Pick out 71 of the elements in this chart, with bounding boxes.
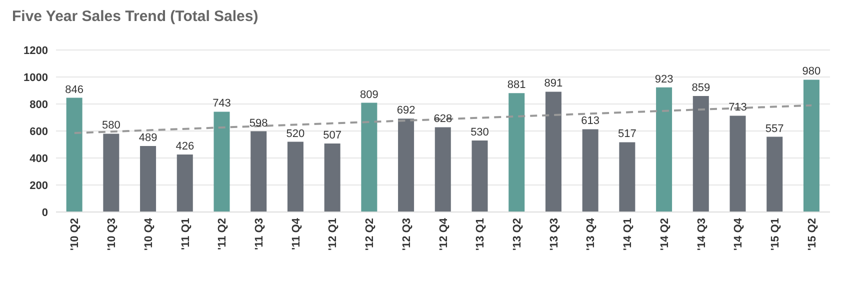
x-tick-label: '13 Q2 — [512, 218, 524, 251]
y-tick-label: 800 — [30, 98, 48, 111]
bar — [766, 136, 783, 212]
chart-title: Five Year Sales Trend (Total Sales) — [12, 8, 260, 27]
data-label: 743 — [212, 98, 231, 110]
data-label: 517 — [618, 128, 636, 140]
x-tick-label: '11 Q4 — [290, 217, 302, 250]
x-tick-label: '11 Q3 — [254, 218, 266, 250]
bar — [582, 129, 598, 212]
bar — [140, 146, 156, 212]
x-tick-label: '12 Q3 — [400, 218, 413, 251]
data-label: 859 — [692, 82, 710, 94]
data-label: 809 — [360, 88, 378, 101]
data-label: 980 — [802, 66, 821, 78]
x-tick-label: '14 Q2 — [658, 218, 671, 251]
data-label: 628 — [434, 113, 452, 126]
data-label: 613 — [581, 115, 600, 128]
x-tick-label: '10 Q4 — [142, 217, 155, 251]
bar — [398, 118, 414, 212]
bar — [434, 127, 451, 212]
data-label: 692 — [396, 104, 416, 117]
data-label: 520 — [286, 128, 305, 140]
data-label: 881 — [507, 79, 526, 92]
y-tick-label: 200 — [30, 180, 48, 192]
x-tick-label: '12 Q4 — [438, 217, 450, 251]
bar — [472, 140, 488, 212]
data-label: 713 — [728, 102, 747, 114]
x-tick-label: '12 Q2 — [364, 218, 376, 251]
bar — [508, 93, 525, 212]
x-tick-label: '11 Q1 — [180, 218, 192, 250]
data-label: 580 — [102, 120, 120, 132]
bar — [656, 87, 672, 212]
bar — [730, 116, 746, 212]
x-tick-label: '13 Q1 — [474, 218, 487, 251]
data-label: 891 — [544, 78, 563, 90]
bar — [103, 134, 120, 212]
x-tick-label: '14 Q1 — [622, 218, 634, 251]
x-tick-label: '13 Q3 — [548, 218, 560, 251]
x-tick-label: '15 Q2 — [806, 218, 818, 251]
bar — [287, 142, 304, 212]
x-tick-label: '11 Q2 — [216, 218, 229, 250]
y-tick-label: 0 — [42, 206, 48, 219]
bar — [66, 98, 82, 212]
data-label: 923 — [654, 73, 674, 86]
bar — [692, 96, 709, 212]
x-tick-label: '14 Q3 — [696, 218, 708, 251]
bar — [324, 144, 340, 212]
data-label: 530 — [470, 126, 489, 138]
data-label: 426 — [176, 140, 194, 152]
data-label: 846 — [65, 84, 84, 96]
bar — [176, 154, 193, 212]
x-tick-label: '10 Q2 — [69, 218, 82, 251]
y-tick-label: 1200 — [24, 44, 48, 57]
bar — [803, 80, 820, 212]
bar — [545, 92, 562, 212]
x-tick-label: '13 Q4 — [585, 217, 598, 251]
data-label: 557 — [765, 122, 784, 135]
data-label: 489 — [138, 132, 158, 144]
x-tick-label: '10 Q3 — [106, 218, 118, 251]
bar — [214, 112, 230, 212]
bar — [250, 131, 267, 212]
y-tick-label: 400 — [30, 152, 48, 165]
bar — [619, 142, 636, 212]
data-label: 598 — [249, 117, 268, 130]
x-tick-label: '15 Q1 — [770, 218, 782, 251]
y-tick-label: 600 — [30, 126, 48, 138]
x-tick-label: '12 Q1 — [327, 218, 340, 251]
y-tick-label: 1000 — [24, 72, 48, 84]
bar — [361, 102, 378, 212]
x-tick-label: '14 Q4 — [732, 217, 745, 251]
data-label: 507 — [323, 130, 342, 142]
